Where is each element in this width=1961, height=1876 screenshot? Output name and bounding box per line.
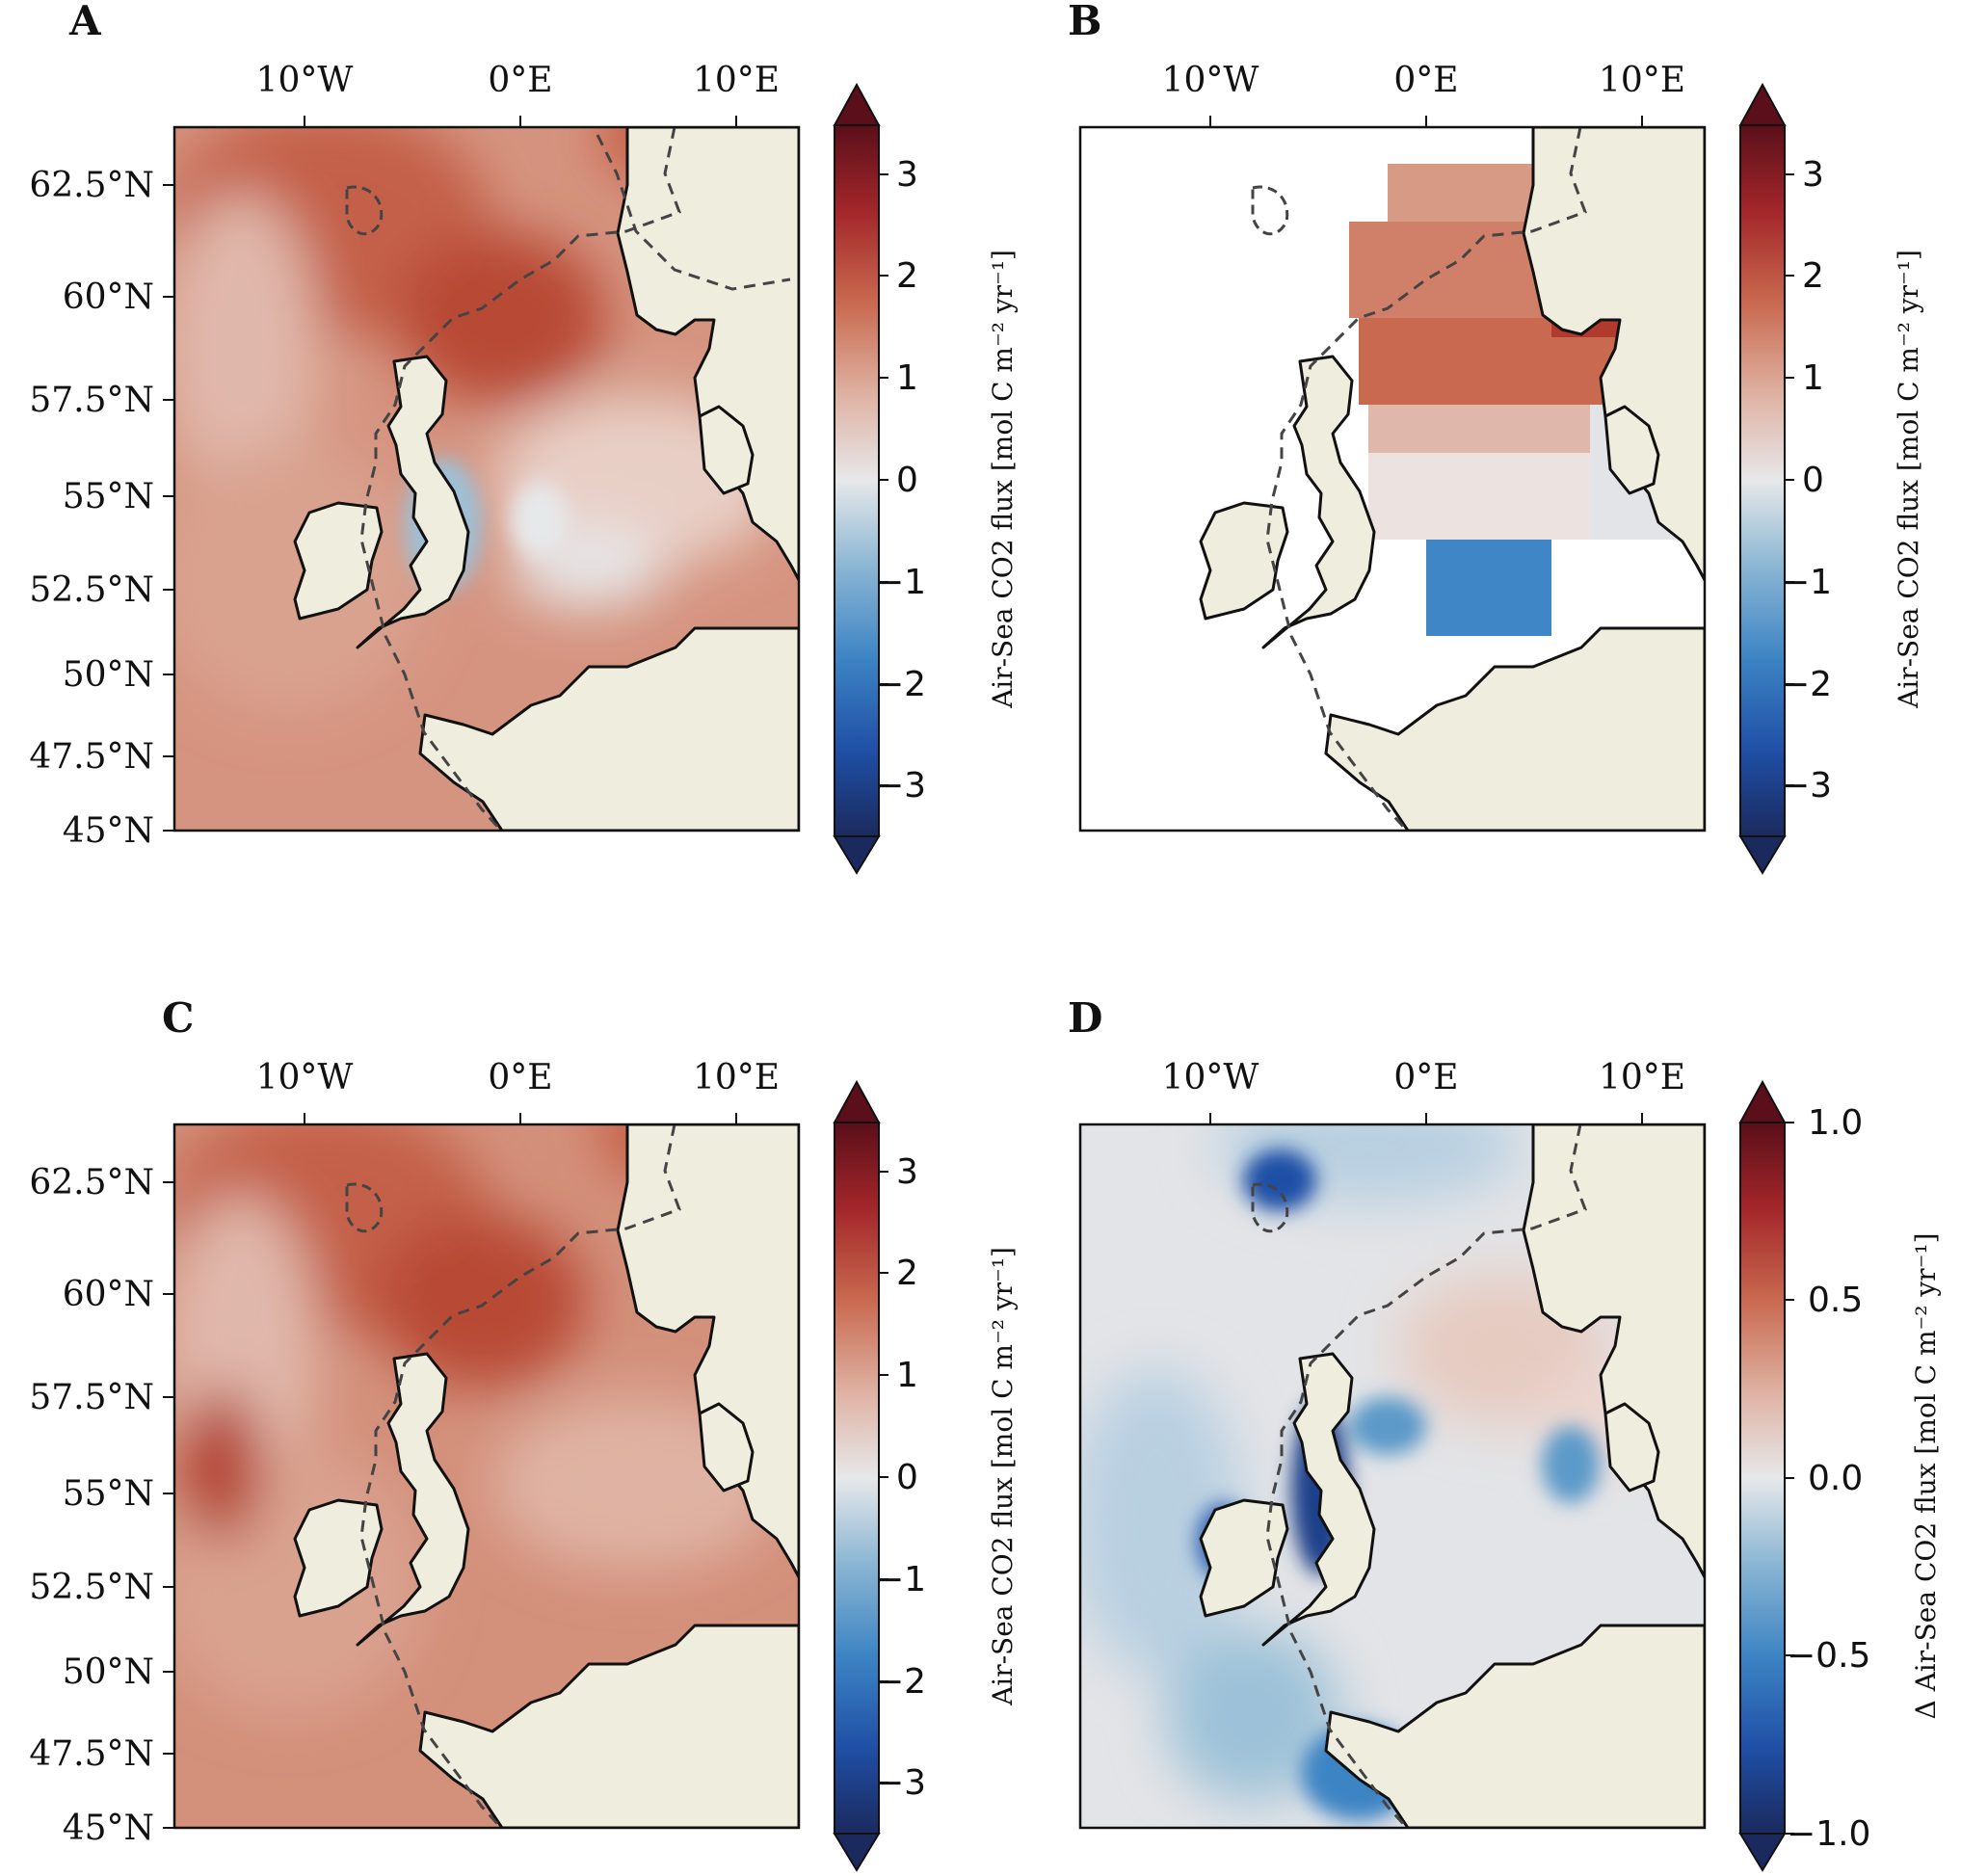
colorbar-tick-label: −1 — [875, 1560, 926, 1599]
x-tick-label: 0°E — [488, 61, 552, 100]
y-tick-label: 47.5°N — [29, 737, 154, 777]
panel-a-map — [174, 127, 799, 831]
x-tick-label: 10°E — [693, 61, 780, 100]
panel-b: B 10°W 0°E 10°E — [1068, 0, 1924, 875]
y-tick-label: 50°N — [63, 1652, 154, 1692]
panel-label-c: C — [162, 994, 194, 1042]
colorbar-tick-label: −1.0 — [1787, 1814, 1870, 1854]
panel-b-frame — [1078, 125, 1707, 832]
panel-a-frame — [172, 125, 801, 832]
panel-d-frame — [1078, 1123, 1707, 1830]
panel-c-colorbar: 3 2 1 0 −1 −2 −3 Air-Sea CO2 flux [mol C… — [833, 1079, 1019, 1872]
panel-c: C 10°W 0°E 10°E — [29, 994, 1019, 1872]
colorbar-label: Air-Sea CO2 flux [mol C m⁻² yr⁻¹] — [987, 1247, 1019, 1706]
y-tick-label: 57.5°N — [29, 1378, 154, 1417]
colorbar-tick-label: −1 — [1781, 563, 1832, 602]
x-tick-label: 10°W — [1162, 61, 1259, 100]
y-tick-label: 60°N — [63, 1275, 154, 1314]
x-tick-label: 10°W — [1162, 1058, 1259, 1097]
x-tick-label: 10°W — [256, 61, 354, 100]
colorbar-tick-label: 0.5 — [1808, 1281, 1863, 1320]
y-tick-label: 50°N — [63, 655, 154, 695]
colorbar-tick-label: 0 — [896, 461, 918, 500]
colorbar-tick-label: 2 — [896, 1254, 918, 1293]
panel-b-map — [1080, 127, 1705, 831]
colorbar-tick-label: 1.0 — [1808, 1103, 1863, 1143]
colorbar-label: Δ Air-Sea CO2 flux [mol C m⁻² yr⁻¹] — [1910, 1232, 1942, 1719]
x-tick-label: 10°E — [693, 1058, 780, 1097]
colorbar-tick-label: 3 — [896, 155, 918, 195]
colorbar-tick-label: −2 — [1781, 665, 1832, 704]
x-tick-label: 10°W — [256, 1058, 354, 1097]
panel-a-colorbar: 3 2 1 0 −1 −2 −3 Air-Sea CO2 flux [mol C… — [833, 82, 1019, 875]
y-tick-label: 52.5°N — [29, 570, 154, 610]
y-tick-label: 60°N — [63, 277, 154, 317]
panel-a: A — [29, 0, 1019, 875]
colorbar-tick-label: 0.0 — [1808, 1459, 1863, 1498]
panel-label-d: D — [1068, 994, 1102, 1042]
colorbar-tick-label: −2 — [875, 1662, 926, 1702]
panel-c-frame — [172, 1123, 801, 1830]
panel-d-map — [1080, 1124, 1705, 1828]
x-tick-label: 10°E — [1599, 1058, 1685, 1097]
colorbar-tick-label: −3 — [875, 1763, 926, 1803]
x-tick-label: 10°E — [1599, 61, 1685, 100]
x-tick-label: 0°E — [488, 1058, 552, 1097]
panel-label-b: B — [1068, 0, 1102, 44]
panel-b-xticks: 10°W 0°E 10°E — [1162, 61, 1685, 127]
colorbar-tick-label: −2 — [875, 665, 926, 704]
colorbar-tick-label: 2 — [896, 256, 918, 296]
colorbar-tick-label: 0 — [896, 1458, 918, 1497]
panel-label-a: A — [68, 0, 102, 44]
colorbar-tick-label: 3 — [1802, 155, 1824, 195]
colorbar-label: Air-Sea CO2 flux [mol C m⁻² yr⁻¹] — [987, 250, 1019, 709]
panel-c-yticks: 62.5°N 60°N 57.5°N 55°N 52.5°N 50°N 47.5… — [29, 1163, 174, 1848]
colorbar-label: Air-Sea CO2 flux [mol C m⁻² yr⁻¹] — [1893, 250, 1924, 709]
panel-d-colorbar: 1.0 0.5 0.0 −0.5 −1.0 Δ Air-Sea CO2 flux… — [1738, 1079, 1942, 1872]
y-tick-label: 55°N — [63, 1474, 154, 1514]
panel-c-xticks: 10°W 0°E 10°E — [256, 1058, 780, 1124]
panel-a-xticks: 10°W 0°E 10°E — [256, 61, 780, 127]
colorbar-tick-label: 0 — [1802, 461, 1824, 500]
y-tick-label: 47.5°N — [29, 1734, 154, 1774]
y-tick-label: 62.5°N — [29, 1163, 154, 1202]
x-tick-label: 0°E — [1393, 1058, 1458, 1097]
colorbar-tick-label: −3 — [875, 766, 926, 806]
colorbar-tick-label: 3 — [896, 1152, 918, 1192]
colorbar-tick-label: −0.5 — [1787, 1636, 1870, 1676]
y-tick-label: 55°N — [63, 477, 154, 516]
colorbar-tick-label: 2 — [1802, 256, 1824, 296]
colorbar-tick-label: 1 — [896, 358, 918, 398]
panel-c-map — [174, 1124, 799, 1828]
colorbar-tick-label: 1 — [896, 1356, 918, 1395]
y-tick-label: 45°N — [63, 1809, 154, 1848]
y-tick-label: 57.5°N — [29, 381, 154, 420]
y-tick-label: 62.5°N — [29, 166, 154, 205]
colorbar-tick-label: −1 — [875, 563, 926, 602]
colorbar-tick-label: 1 — [1802, 358, 1824, 398]
panel-d: D — [1068, 994, 1942, 1872]
colorbar-tick-label: −3 — [1781, 766, 1832, 806]
y-tick-label: 52.5°N — [29, 1568, 154, 1607]
y-tick-label: 45°N — [63, 811, 154, 851]
panel-b-colorbar: 3 2 1 0 −1 −2 −3 Air-Sea CO2 flux [mol C… — [1738, 82, 1924, 875]
x-tick-label: 0°E — [1393, 61, 1458, 100]
panel-a-yticks: 62.5°N 60°N 57.5°N 55°N 52.5°N 50°N 47.5… — [29, 166, 174, 851]
panel-d-xticks: 10°W 0°E 10°E — [1162, 1058, 1685, 1124]
